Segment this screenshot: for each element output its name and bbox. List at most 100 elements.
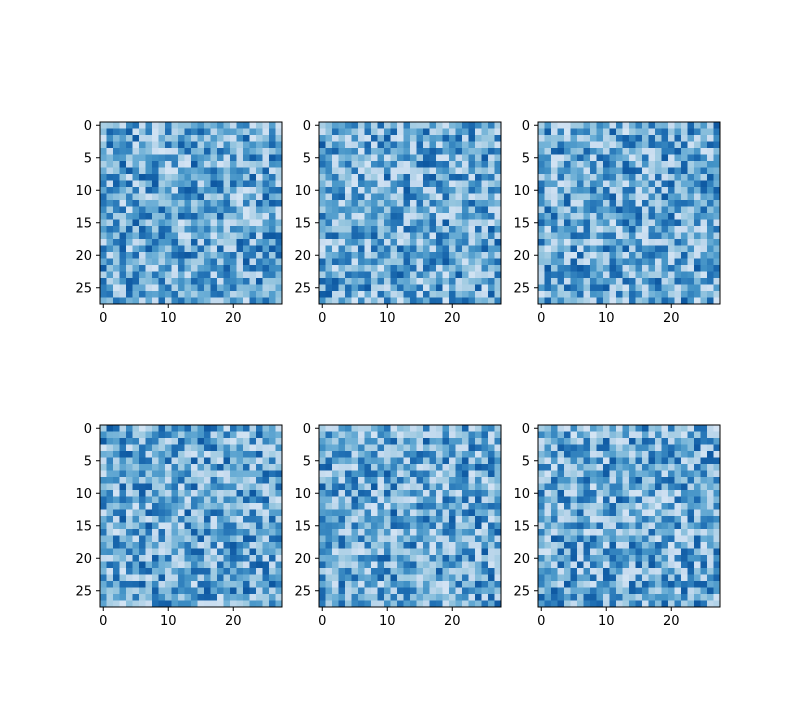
heatmap-cell (700, 258, 708, 266)
heatmap-cell (481, 219, 489, 227)
heatmap-cell (332, 258, 339, 266)
heatmap-cell (668, 542, 675, 549)
heatmap-cell (609, 245, 617, 253)
heatmap-cell (152, 135, 159, 142)
heatmap-cell (687, 431, 695, 439)
heatmap-cell (256, 245, 263, 253)
heatmap-cell (106, 431, 114, 439)
heatmap-cell (596, 581, 604, 588)
heatmap-cell (551, 258, 558, 266)
heatmap-cell (319, 141, 326, 149)
heatmap-cell (223, 226, 231, 233)
heatmap-cell (351, 509, 359, 517)
heatmap-cell (655, 535, 662, 543)
heatmap-cell (364, 587, 372, 595)
heatmap-cell (377, 252, 385, 259)
heatmap-cell (210, 516, 218, 523)
heatmap-cell (390, 135, 398, 142)
heatmap-cell (713, 496, 721, 504)
heatmap-cell (442, 148, 450, 155)
heatmap-cell (100, 271, 107, 279)
heatmap-cell (687, 291, 695, 298)
heatmap-cell (468, 141, 476, 149)
heatmap-cell (590, 516, 597, 523)
heatmap-cell (557, 161, 565, 168)
heatmap-cell (648, 483, 656, 491)
heatmap-cell (319, 174, 326, 181)
heatmap-cell (152, 555, 159, 562)
heatmap-cell (462, 438, 469, 445)
heatmap-cell (171, 535, 179, 543)
heatmap-cell (700, 555, 708, 562)
heatmap-cell (113, 509, 120, 517)
heatmap-cell (184, 206, 192, 214)
heatmap-cell (429, 154, 437, 162)
heatmap-cell (210, 239, 218, 246)
heatmap-cell (538, 594, 545, 601)
heatmap-cell (538, 516, 545, 523)
heatmap-cell (262, 252, 270, 259)
heatmap-cell (132, 438, 140, 445)
heatmap-cell (648, 128, 656, 136)
heatmap-cell (243, 444, 250, 452)
heatmap-cell (622, 470, 630, 478)
heatmap-cell (629, 278, 636, 285)
heatmap-cell (429, 464, 437, 471)
heatmap-cell (557, 594, 565, 601)
y-tick-label: 0 (84, 422, 92, 437)
heatmap-cell (230, 278, 237, 285)
heatmap-cell (681, 187, 688, 194)
heatmap-cell (481, 252, 489, 259)
heatmap-cell (449, 425, 456, 432)
heatmap-cell (377, 180, 385, 188)
heatmap-cell (429, 167, 437, 175)
heatmap-cell (538, 232, 545, 240)
heatmap-cell (674, 297, 682, 305)
heatmap-cell (351, 291, 359, 298)
heatmap-cell (319, 457, 326, 465)
heatmap-cell (230, 245, 237, 253)
heatmap-cell (249, 174, 257, 181)
heatmap-cell (210, 154, 218, 162)
heatmap-cell (570, 490, 578, 497)
heatmap-cell (197, 425, 205, 432)
heatmap-cell (204, 232, 211, 240)
heatmap-cell (668, 503, 675, 510)
heatmap-cell (596, 594, 604, 601)
heatmap-cell (152, 600, 159, 608)
heatmap-cell (351, 245, 359, 253)
heatmap-cell (191, 284, 198, 292)
heatmap-cell (338, 232, 346, 240)
heatmap-cell (364, 128, 372, 136)
heatmap-cell (481, 135, 489, 142)
heatmap-cell (113, 529, 120, 536)
heatmap-cell (397, 496, 404, 504)
heatmap-cell (544, 226, 552, 233)
heatmap-cell (377, 438, 385, 445)
heatmap-cell (230, 568, 237, 575)
heatmap-cell (132, 252, 140, 259)
heatmap-cell (655, 425, 662, 432)
heatmap-cell (655, 542, 662, 549)
heatmap-cell (249, 542, 257, 549)
heatmap-cell (145, 542, 153, 549)
heatmap-cell (538, 252, 545, 259)
heatmap-cell (557, 297, 565, 305)
heatmap-cell (544, 174, 552, 181)
heatmap-cell (210, 581, 218, 588)
heatmap-cell (481, 148, 489, 155)
heatmap-cell (551, 522, 558, 530)
heatmap-cell (616, 574, 623, 582)
heatmap-cell (256, 431, 263, 439)
heatmap-cell (165, 431, 172, 439)
heatmap-cell (249, 258, 257, 266)
heatmap-cell (707, 161, 714, 168)
heatmap-cell (126, 542, 133, 549)
heatmap-cell (551, 213, 558, 220)
heatmap-cell (635, 200, 643, 207)
heatmap-cell (126, 180, 133, 188)
heatmap-cell (564, 219, 571, 227)
heatmap-cell (429, 161, 437, 168)
heatmap-cell (629, 122, 636, 129)
heatmap-cell (707, 200, 714, 207)
